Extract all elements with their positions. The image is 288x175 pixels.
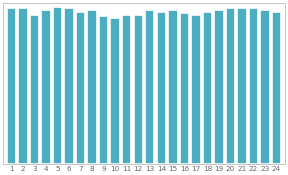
Bar <box>30 15 39 164</box>
Bar <box>134 15 143 164</box>
Bar <box>111 18 120 164</box>
Bar <box>157 12 166 164</box>
Bar <box>145 10 154 164</box>
Bar <box>122 15 131 164</box>
Bar <box>203 12 212 164</box>
Bar <box>214 10 223 164</box>
Bar <box>65 8 74 164</box>
Bar <box>180 13 189 164</box>
Bar <box>226 8 235 164</box>
Bar <box>168 10 177 164</box>
Bar <box>41 10 51 164</box>
Bar <box>88 10 97 164</box>
Bar <box>53 7 62 164</box>
Bar <box>237 8 247 164</box>
Bar <box>272 12 281 164</box>
Bar <box>76 12 85 164</box>
Bar <box>18 8 28 164</box>
Bar <box>191 15 200 164</box>
Bar <box>260 10 270 164</box>
Bar <box>7 8 16 164</box>
Bar <box>249 8 258 164</box>
Bar <box>99 16 108 164</box>
